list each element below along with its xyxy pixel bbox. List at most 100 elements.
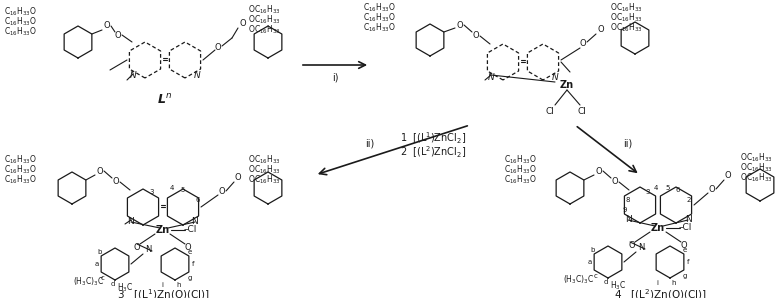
Text: –Cl: –Cl xyxy=(183,226,197,235)
Text: O: O xyxy=(112,178,119,187)
Text: h: h xyxy=(672,280,676,286)
Text: C$_{16}$H$_{33}$O: C$_{16}$H$_{33}$O xyxy=(363,2,395,14)
Text: C$_{16}$H$_{33}$O: C$_{16}$H$_{33}$O xyxy=(363,22,395,34)
Text: OC$_{16}$H$_{33}$: OC$_{16}$H$_{33}$ xyxy=(610,2,643,14)
Text: C$_{16}$H$_{33}$O: C$_{16}$H$_{33}$O xyxy=(4,164,37,176)
Text: C$_{16}$H$_{33}$O: C$_{16}$H$_{33}$O xyxy=(4,174,37,186)
Text: ii): ii) xyxy=(623,138,633,148)
Text: e: e xyxy=(188,249,192,255)
Text: OC$_{16}$H$_{33}$: OC$_{16}$H$_{33}$ xyxy=(248,14,281,26)
Text: OC$_{16}$H$_{33}$: OC$_{16}$H$_{33}$ xyxy=(740,172,773,184)
Text: O: O xyxy=(473,32,480,41)
Text: (H$_3$C)$_3$C: (H$_3$C)$_3$C xyxy=(73,276,105,288)
Text: OC$_{16}$H$_{33}$: OC$_{16}$H$_{33}$ xyxy=(740,152,773,164)
Text: O: O xyxy=(681,241,687,251)
Text: Zn: Zn xyxy=(651,223,665,233)
Text: O: O xyxy=(456,21,463,30)
Text: (H$_3$C)$_3$C: (H$_3$C)$_3$C xyxy=(563,274,594,286)
Text: O: O xyxy=(596,167,602,176)
Text: N: N xyxy=(488,72,495,81)
Text: H$_3$C: H$_3$C xyxy=(117,282,133,294)
Text: O: O xyxy=(133,243,140,252)
Text: a: a xyxy=(95,261,99,267)
Text: N: N xyxy=(193,71,200,80)
Text: L$^n$: L$^n$ xyxy=(158,93,172,107)
Text: 8: 8 xyxy=(626,197,630,203)
Text: OC$_{16}$H$_{33}$: OC$_{16}$H$_{33}$ xyxy=(248,174,281,186)
Text: OC$_{16}$H$_{33}$: OC$_{16}$H$_{33}$ xyxy=(610,12,643,24)
Text: Cl: Cl xyxy=(577,108,587,117)
Text: OC$_{16}$H$_{33}$: OC$_{16}$H$_{33}$ xyxy=(248,4,281,16)
Text: C$_{16}$H$_{33}$O: C$_{16}$H$_{33}$O xyxy=(504,174,537,186)
Text: C$_{16}$H$_{33}$O: C$_{16}$H$_{33}$O xyxy=(363,12,395,24)
Text: C$_{16}$H$_{33}$O: C$_{16}$H$_{33}$O xyxy=(4,154,37,166)
Text: c: c xyxy=(594,273,598,279)
Text: C$_{16}$H$_{33}$O: C$_{16}$H$_{33}$O xyxy=(504,154,537,166)
Text: OC$_{16}$H$_{33}$: OC$_{16}$H$_{33}$ xyxy=(248,164,281,176)
Text: N: N xyxy=(145,246,151,254)
Text: O: O xyxy=(612,178,619,187)
Text: e: e xyxy=(682,247,687,253)
Text: 6: 6 xyxy=(196,197,200,203)
Text: N: N xyxy=(128,218,134,226)
Text: 4   [(L$^2$)Zn(Q)(Cl)]: 4 [(L$^2$)Zn(Q)(Cl)] xyxy=(614,287,707,298)
Text: g: g xyxy=(188,275,192,281)
Text: 2: 2 xyxy=(687,197,691,203)
Text: O: O xyxy=(115,30,122,40)
Text: O: O xyxy=(629,241,636,251)
Text: C$_{16}$H$_{33}$O: C$_{16}$H$_{33}$O xyxy=(504,164,537,176)
Text: b: b xyxy=(590,247,595,253)
Text: ii): ii) xyxy=(365,138,374,148)
Text: O: O xyxy=(215,43,222,52)
Text: O: O xyxy=(580,40,587,49)
Text: f: f xyxy=(686,259,690,265)
Text: 4: 4 xyxy=(170,185,174,191)
Text: 4: 4 xyxy=(654,185,658,191)
Text: Cl: Cl xyxy=(545,108,555,117)
Text: N: N xyxy=(192,218,198,226)
Text: O: O xyxy=(725,172,732,181)
Text: O: O xyxy=(597,26,604,35)
Text: O: O xyxy=(235,173,241,182)
Text: H$_3$C: H$_3$C xyxy=(610,280,626,292)
Text: C$_{16}$H$_{33}$O: C$_{16}$H$_{33}$O xyxy=(4,16,37,28)
Text: OC$_{16}$H$_{33}$: OC$_{16}$H$_{33}$ xyxy=(610,22,643,34)
Text: i: i xyxy=(656,280,658,286)
Text: C$_{16}$H$_{33}$O: C$_{16}$H$_{33}$O xyxy=(4,26,37,38)
Text: O: O xyxy=(104,21,110,30)
Text: OC$_{16}$H$_{33}$: OC$_{16}$H$_{33}$ xyxy=(740,162,773,174)
Text: N: N xyxy=(551,72,558,81)
Text: O: O xyxy=(97,167,103,176)
Text: a: a xyxy=(588,259,592,265)
Text: 3: 3 xyxy=(646,189,651,195)
Text: 3: 3 xyxy=(150,189,154,195)
Text: c: c xyxy=(101,275,105,281)
Text: OC$_{16}$H$_{33}$: OC$_{16}$H$_{33}$ xyxy=(248,154,281,166)
Text: 3   [(L$^1$)Zn(Q)(Cl)]: 3 [(L$^1$)Zn(Q)(Cl)] xyxy=(116,287,209,298)
Text: Zn: Zn xyxy=(156,225,170,235)
Text: Zn: Zn xyxy=(560,80,574,90)
Text: N: N xyxy=(129,71,136,80)
Text: N: N xyxy=(625,215,631,224)
Text: N: N xyxy=(685,215,691,224)
Text: i: i xyxy=(161,282,163,288)
Text: N: N xyxy=(638,243,644,252)
Text: i): i) xyxy=(332,73,339,83)
Text: C$_{16}$H$_{33}$O: C$_{16}$H$_{33}$O xyxy=(4,6,37,18)
Text: b: b xyxy=(98,249,102,255)
Text: d: d xyxy=(111,281,115,287)
Text: O: O xyxy=(218,187,225,196)
Text: O: O xyxy=(239,19,246,29)
Text: 5: 5 xyxy=(666,185,670,191)
Text: g: g xyxy=(682,273,687,279)
Text: O: O xyxy=(185,243,191,252)
Text: –Cl: –Cl xyxy=(679,224,692,232)
Text: 1  [(L$^1$)ZnCl$_2$]: 1 [(L$^1$)ZnCl$_2$] xyxy=(400,130,466,146)
Text: 6: 6 xyxy=(675,187,680,193)
Text: 9: 9 xyxy=(622,207,627,213)
Text: 2  [(L$^2$)ZnCl$_2$]: 2 [(L$^2$)ZnCl$_2$] xyxy=(400,144,466,160)
Text: 5: 5 xyxy=(181,187,185,193)
Text: h: h xyxy=(177,282,181,288)
Text: f: f xyxy=(192,261,194,267)
Text: O: O xyxy=(709,185,715,195)
